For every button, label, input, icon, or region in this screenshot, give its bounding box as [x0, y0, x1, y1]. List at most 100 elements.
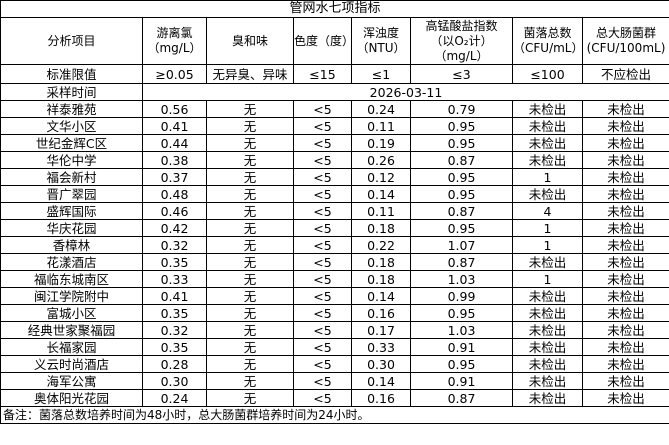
value-cell: 未检出: [512, 253, 583, 271]
column-header: 高锰酸盐指数 （以O₂计） （mg/L）: [410, 17, 513, 65]
site-name-cell: 富城小区: [0, 304, 143, 322]
value-cell: 无: [206, 168, 294, 186]
value-cell: 0.19: [351, 134, 411, 152]
value-cell: 未检出: [581, 287, 669, 305]
value-cell: <5: [293, 151, 352, 169]
site-name-cell: 祥泰雅苑: [0, 100, 143, 118]
table-row: 盛辉国际 0.46 无 <5 0.11 0.87 4 未检出: [0, 202, 669, 220]
value-cell: 未检出: [581, 304, 669, 322]
water-quality-table: 管网水七项指标 分析项目 游离氯 （mg/L） 臭和味 色度（度） 浑浊度 （NTU）高…: [0, 0, 669, 424]
value-cell: 0.38: [142, 151, 207, 169]
value-cell: 0.14: [351, 185, 411, 203]
limit-value-cell: ≥0.05: [142, 64, 207, 84]
value-cell: <5: [293, 117, 352, 135]
limit-value-cell: 无异臭、异味: [206, 64, 294, 84]
site-name-cell: 花漾酒店: [0, 253, 143, 271]
column-header: 游离氯 （mg/L）: [142, 17, 207, 65]
page-title: 管网水七项指标: [0, 0, 669, 18]
table-row: 福临东城南区 0.33 无 <5 0.18 1.03 1 未检出: [0, 270, 669, 288]
value-cell: 无: [206, 355, 294, 373]
value-cell: 无: [206, 202, 294, 220]
footnote-row: 备注：菌落总数培养时间为48小时，总大肠菌群培养时间为24小时。: [0, 406, 669, 424]
value-cell: 0.46: [142, 202, 207, 220]
value-cell: 0.41: [142, 117, 207, 135]
column-header: 色度（度）: [293, 17, 352, 65]
value-cell: 0.95: [410, 355, 513, 373]
value-cell: 0.95: [410, 304, 513, 322]
value-cell: 无: [206, 117, 294, 135]
value-cell: 未检出: [512, 355, 583, 373]
value-cell: 未检出: [581, 355, 669, 373]
value-cell: <5: [293, 134, 352, 152]
value-cell: <5: [293, 100, 352, 118]
limit-value-cell: 不应检出: [581, 64, 669, 84]
value-cell: 无: [206, 372, 294, 390]
site-name-cell: 奥体阳光花园: [0, 389, 143, 407]
value-cell: 1: [512, 270, 583, 288]
value-cell: <5: [293, 355, 352, 373]
value-cell: 0.14: [351, 287, 411, 305]
value-cell: 无: [206, 287, 294, 305]
value-cell: 未检出: [512, 185, 583, 203]
standard-limits-row: 标准限值 ≥0.05 无异臭、异味 ≤15 ≤1 ≤3 ≤100 不应检出: [0, 64, 669, 84]
value-cell: <5: [293, 185, 352, 203]
value-cell: 0.18: [351, 270, 411, 288]
value-cell: 未检出: [581, 117, 669, 135]
value-cell: 0.95: [410, 219, 513, 237]
limit-value-cell: ≤1: [351, 64, 411, 84]
title-row: 管网水七项指标: [0, 0, 669, 18]
value-cell: 未检出: [581, 185, 669, 203]
value-cell: 0.11: [351, 117, 411, 135]
site-name-cell: 华庆花园: [0, 219, 143, 237]
value-cell: 1.03: [410, 321, 513, 339]
table-row: 世纪金辉C区 0.44 无 <5 0.19 0.95 未检出 未检出: [0, 134, 669, 152]
value-cell: 无: [206, 253, 294, 271]
limit-value-cell: ≤3: [410, 64, 513, 84]
value-cell: 0.95: [410, 168, 513, 186]
value-cell: 1.07: [410, 236, 513, 254]
value-cell: 未检出: [512, 304, 583, 322]
table-row: 海军公寓 0.30 无 <5 0.14 0.91 未检出 未检出: [0, 372, 669, 390]
value-cell: <5: [293, 270, 352, 288]
value-cell: <5: [293, 304, 352, 322]
value-cell: 0.24: [351, 100, 411, 118]
value-cell: 1: [512, 168, 583, 186]
table-row: 长福家园 0.35 无 <5 0.33 0.91 未检出 未检出: [0, 338, 669, 356]
header-row: 分析项目 游离氯 （mg/L） 臭和味 色度（度） 浑浊度 （NTU） 高锰酸盐指数 （以…: [0, 17, 669, 65]
value-cell: 未检出: [581, 202, 669, 220]
site-name-cell: 文华小区: [0, 117, 143, 135]
value-cell: 0.91: [410, 338, 513, 356]
value-cell: 0.87: [410, 202, 513, 220]
value-cell: <5: [293, 202, 352, 220]
value-cell: 0.95: [410, 117, 513, 135]
table-row: 福会新村 0.37 无 <5 0.12 0.95 1 未检出: [0, 168, 669, 186]
value-cell: 0.91: [410, 372, 513, 390]
sample-time-row: 采样时间 2026-03-11: [0, 83, 669, 101]
value-cell: <5: [293, 236, 352, 254]
value-cell: 无: [206, 389, 294, 407]
value-cell: 0.18: [351, 219, 411, 237]
value-cell: 未检出: [581, 389, 669, 407]
value-cell: <5: [293, 219, 352, 237]
value-cell: 未检出: [581, 270, 669, 288]
value-cell: 0.41: [142, 287, 207, 305]
table-row: 闽江学院附中 0.41 无 <5 0.14 0.99 未检出 未检出: [0, 287, 669, 305]
site-name-cell: 义云时尚酒店: [0, 355, 143, 373]
value-cell: 未检出: [581, 168, 669, 186]
value-cell: 0.33: [351, 338, 411, 356]
value-cell: <5: [293, 389, 352, 407]
site-name-cell: 闽江学院附中: [0, 287, 143, 305]
value-cell: 未检出: [512, 117, 583, 135]
value-cell: 无: [206, 185, 294, 203]
value-cell: 无: [206, 236, 294, 254]
value-cell: 0.35: [142, 304, 207, 322]
value-cell: 未检出: [512, 321, 583, 339]
value-cell: 无: [206, 338, 294, 356]
value-cell: <5: [293, 287, 352, 305]
value-cell: 1.03: [410, 270, 513, 288]
value-cell: 0.24: [142, 389, 207, 407]
value-cell: 0.48: [142, 185, 207, 203]
value-cell: 0.87: [410, 253, 513, 271]
value-cell: 未检出: [512, 134, 583, 152]
